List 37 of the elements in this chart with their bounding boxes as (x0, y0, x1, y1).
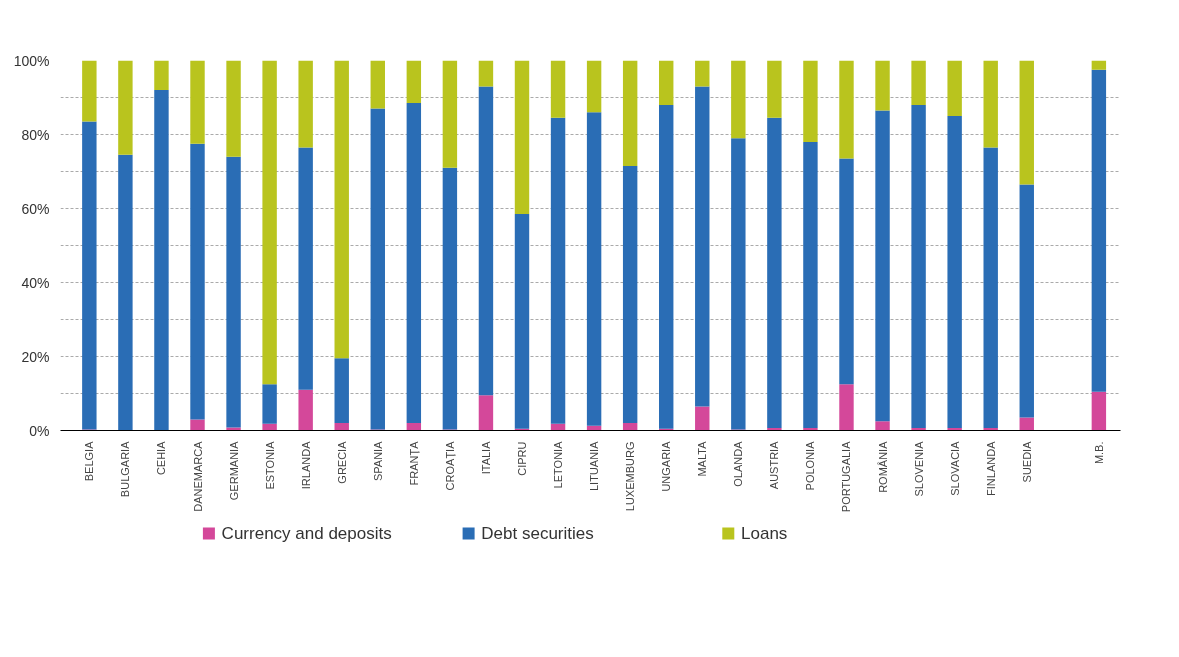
x-tick-label: OLANDA (732, 440, 745, 487)
x-tick-label: BELGIA (83, 440, 96, 482)
y-tick-label: 100% (13, 52, 50, 69)
x-tick-label: GRECIA (335, 440, 348, 484)
x-tick-label: FINLANDA (984, 440, 997, 496)
legend-label: Loans (741, 524, 788, 543)
x-tick-label: DANEMARCA (191, 440, 204, 512)
x-tick-label: SLOVENIA (912, 440, 925, 497)
x-tick-label: SPANIA (371, 440, 384, 482)
x-tick-label: CEHIA (155, 440, 168, 476)
y-tick-label: 80% (21, 126, 50, 143)
x-tick-label: IRLANDA (299, 440, 312, 490)
x-tick-label: FRANȚA (407, 440, 420, 486)
x-tick-label: GERMANIA (227, 440, 240, 501)
legend-label: Currency and deposits (221, 524, 392, 543)
x-tick-label: LITUANIA (588, 440, 601, 492)
x-tick-label: CROAȚIA (443, 440, 456, 491)
x-tick-label: ROMÂNIA (876, 440, 889, 493)
x-tick-label: POLONIA (804, 440, 817, 491)
x-tick-label: AUSTRIA (768, 440, 781, 490)
x-tick-label: BULGARIA (119, 440, 132, 498)
x-tick-label: M.B. (1092, 441, 1105, 465)
x-tick-label: CIPRU (516, 441, 528, 476)
y-tick-label: 20% (21, 348, 50, 365)
x-tick-label: MALTA (696, 440, 709, 477)
x-tick-label: LETONIA (552, 440, 565, 489)
x-tick-label: ITALIA (479, 440, 492, 475)
y-tick-label: 0% (29, 422, 50, 439)
x-tick-label: SUEDIA (1020, 440, 1033, 483)
legend-label: Debt securities (481, 524, 594, 543)
x-tick-label: SLOVACIA (948, 440, 961, 496)
y-tick-label: 60% (21, 200, 50, 217)
y-tick-label: 40% (21, 274, 50, 291)
x-tick-label: PORTUGALIA (840, 440, 853, 513)
x-tick-label: UNGARIA (660, 440, 673, 492)
x-tick-label: LUXEMBURG (624, 441, 637, 512)
x-tick-label: ESTONIA (263, 440, 276, 490)
